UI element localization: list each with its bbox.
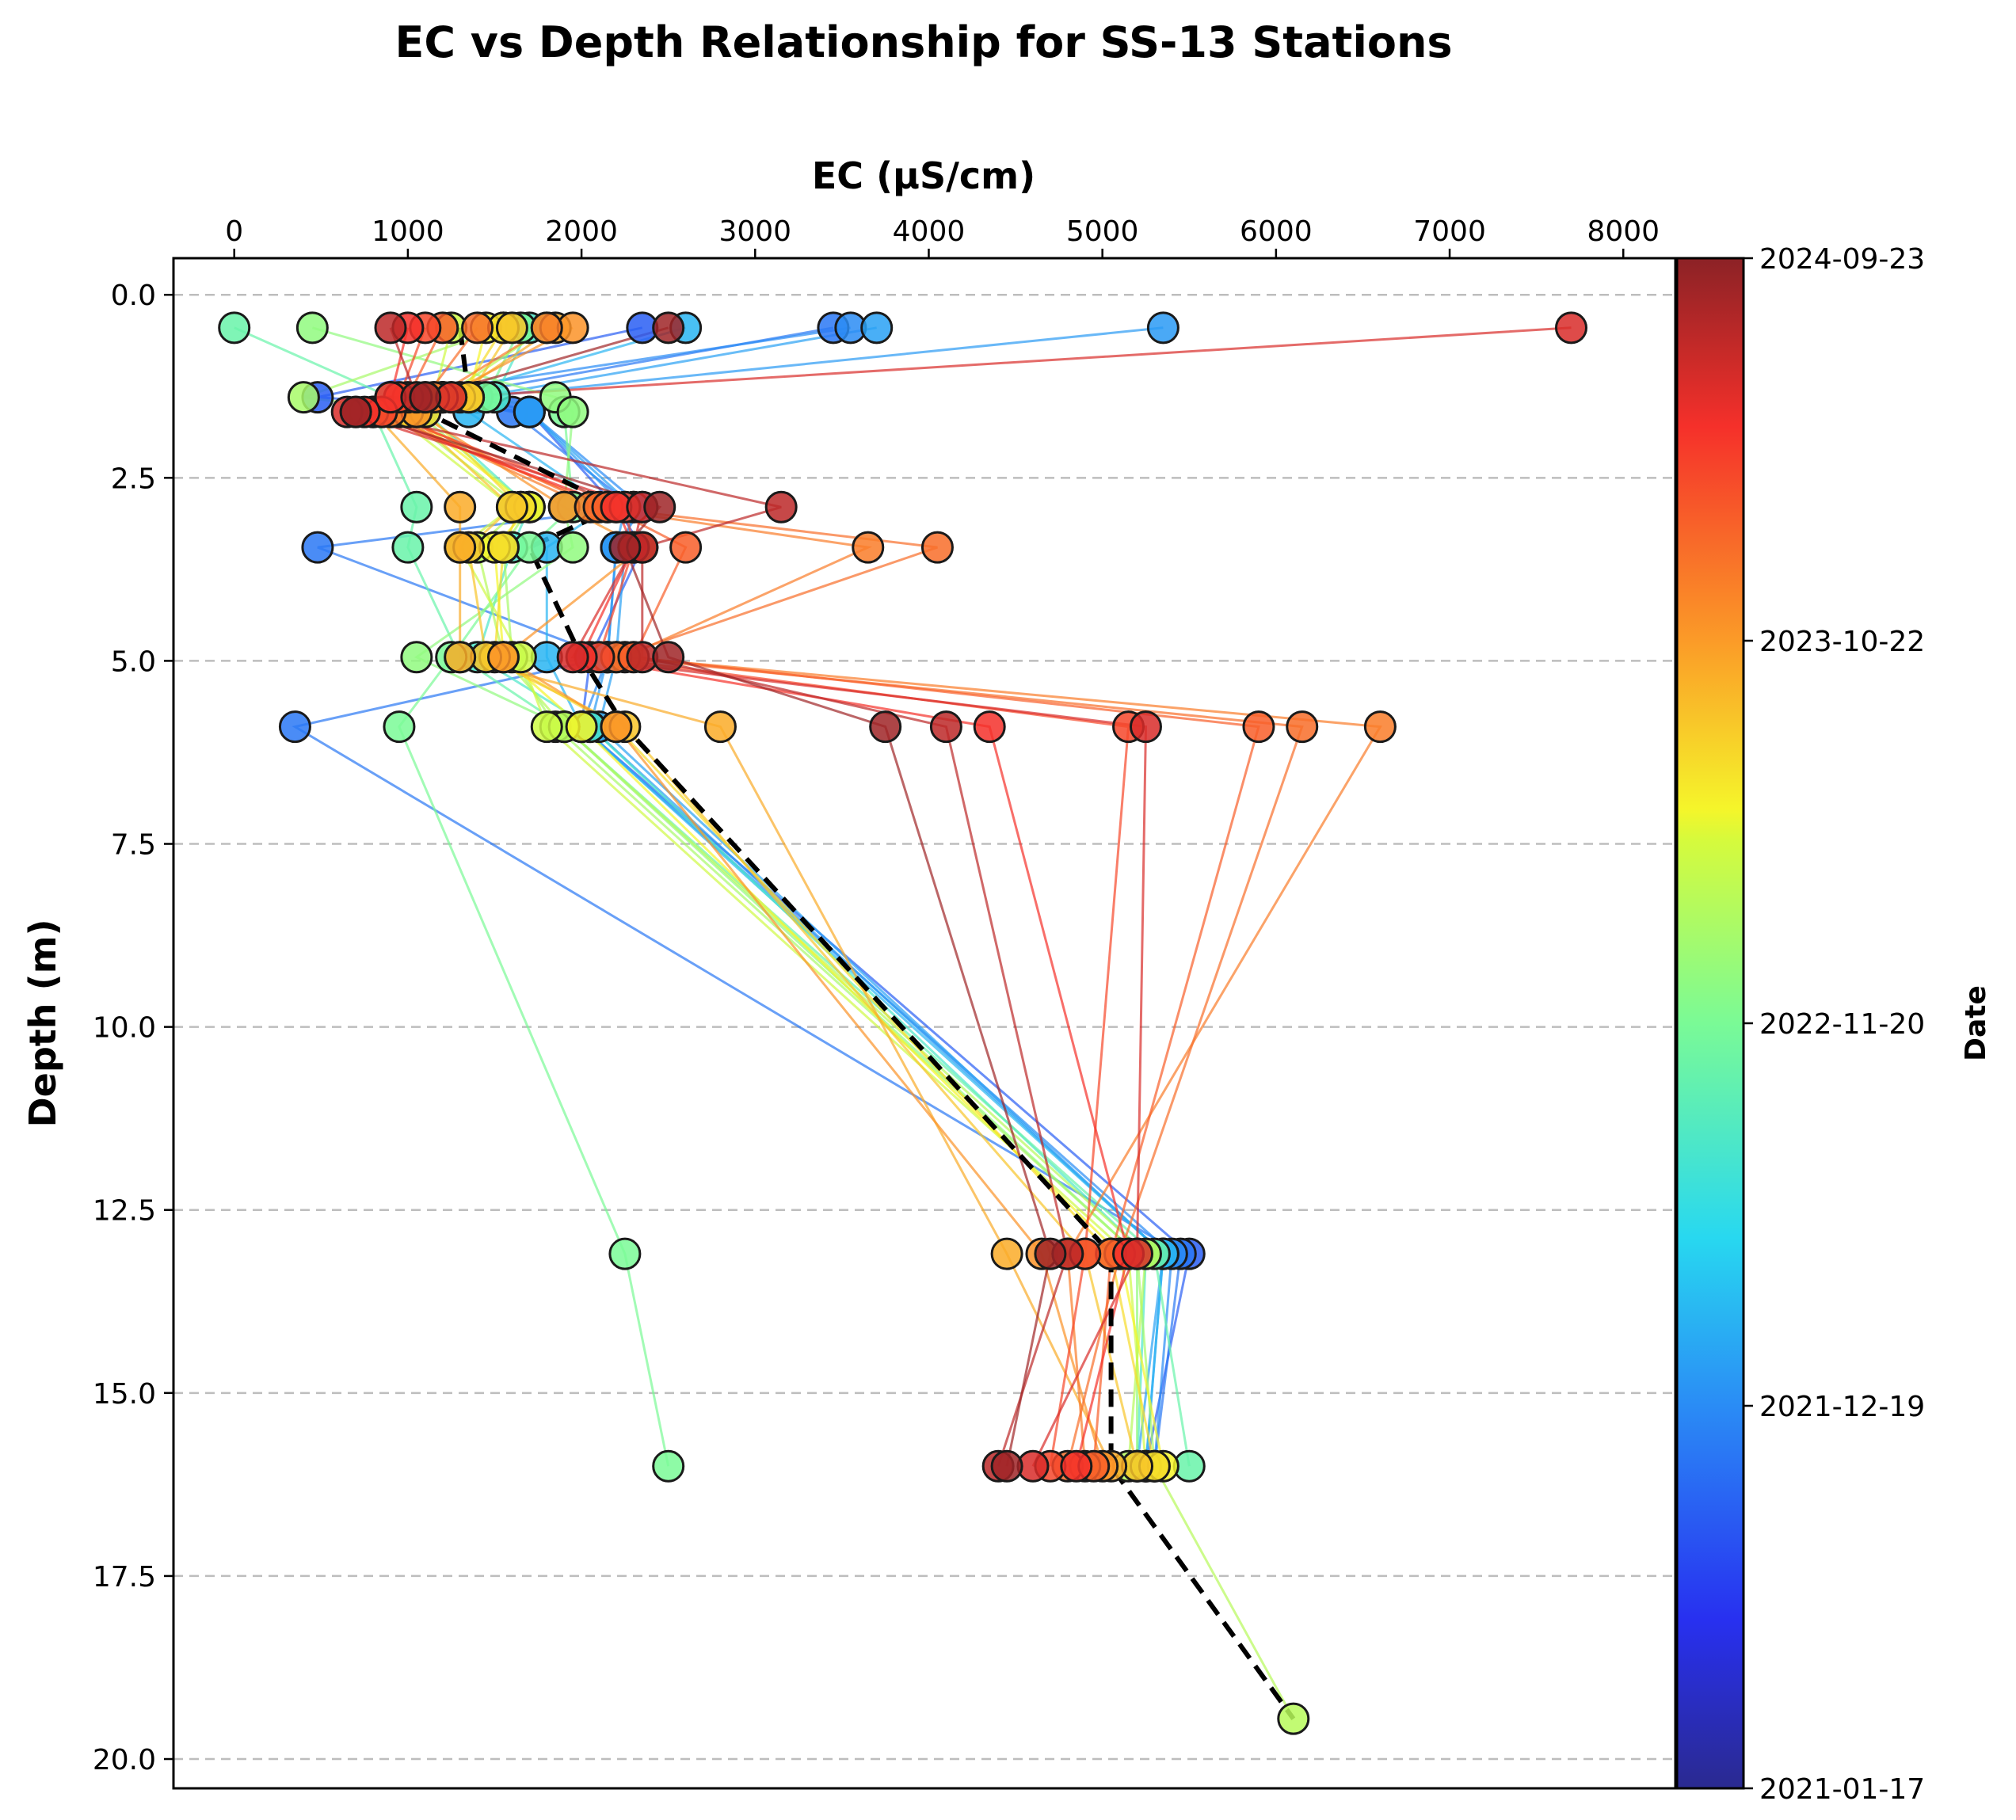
- data-point: [383, 710, 416, 744]
- gridlines: [173, 293, 1675, 1761]
- data-point: [860, 311, 894, 345]
- data-point: [400, 641, 433, 674]
- data-point: [530, 311, 563, 345]
- data-point: [920, 531, 954, 564]
- data-point: [1060, 1449, 1093, 1483]
- data-point: [444, 641, 477, 674]
- data-point: [1034, 1237, 1067, 1270]
- x-tick-label: 4000: [893, 215, 966, 248]
- data-point: [530, 710, 563, 744]
- x-tick-label: 8000: [1587, 215, 1660, 248]
- x-axis-label: EC (μS/cm): [812, 154, 1035, 197]
- y-tick-label: 20.0: [93, 1744, 156, 1776]
- data-point: [444, 531, 477, 564]
- data-point: [565, 710, 598, 744]
- y-tick-label: 10.0: [93, 1012, 156, 1045]
- y-tick-label: 15.0: [93, 1378, 156, 1411]
- data-layer: [218, 311, 1587, 1735]
- data-point: [608, 1237, 642, 1270]
- data-point: [339, 395, 372, 428]
- data-point: [556, 641, 589, 674]
- data-point: [643, 490, 676, 524]
- profile-line: [1153, 1465, 1295, 1719]
- data-point: [1286, 710, 1319, 744]
- colorbar-tick-label: 2023-10-22: [1759, 626, 1925, 658]
- x-tick-label: 3000: [718, 215, 791, 248]
- x-tick-label: 2000: [545, 215, 618, 248]
- data-point: [973, 710, 1006, 744]
- data-point: [400, 490, 433, 524]
- data-point: [486, 641, 520, 674]
- colorbar-tick-label: 2021-01-17: [1759, 1773, 1925, 1806]
- data-point: [495, 311, 528, 345]
- colorbar: [1675, 257, 1745, 1790]
- profile-line: [311, 326, 1138, 1467]
- data-point: [1242, 710, 1275, 744]
- y-tick-label: 5.0: [111, 645, 156, 678]
- x-tick-label: 5000: [1066, 215, 1139, 248]
- data-point: [1121, 1237, 1154, 1270]
- y-tick-label: 2.5: [111, 463, 156, 495]
- x-tick-label: 7000: [1413, 215, 1486, 248]
- data-point: [669, 531, 703, 564]
- data-point: [652, 311, 685, 345]
- data-point: [608, 531, 642, 564]
- profile-line: [234, 326, 1191, 1467]
- data-point: [764, 490, 798, 524]
- data-point: [556, 531, 589, 564]
- data-point: [287, 381, 320, 414]
- profile-lines: [234, 326, 1572, 1719]
- plot-frame: [172, 257, 1677, 1790]
- data-point: [1146, 311, 1179, 345]
- data-point: [1129, 710, 1162, 744]
- data-point: [513, 395, 546, 428]
- data-point: [461, 311, 494, 345]
- data-point: [374, 311, 407, 345]
- data-point: [703, 710, 737, 744]
- x-tick-label: 1000: [372, 215, 444, 248]
- data-point: [652, 1449, 685, 1483]
- colorbar-tick-label: 2021-12-19: [1759, 1391, 1925, 1423]
- colorbar-ticks: 2024-09-23 2023-10-22 2022-11-20 2021-12-19…: [1744, 243, 1925, 1806]
- data-point: [409, 381, 442, 414]
- data-point: [990, 1449, 1023, 1483]
- colorbar-tick-label: 2022-11-20: [1759, 1008, 1925, 1041]
- y-tick-label: 7.5: [111, 829, 156, 862]
- y-axis: 0.0 2.5 5.0 7.5 10.0 12.5 15.0 17.5 20.0: [93, 280, 173, 1776]
- data-point: [278, 710, 311, 744]
- data-point: [1277, 1702, 1310, 1735]
- chart-title: EC vs Depth Relationship for SS-13 Stati…: [394, 17, 1452, 67]
- y-tick-label: 12.5: [93, 1195, 156, 1228]
- x-tick-label: 0: [225, 215, 243, 248]
- data-point: [556, 395, 589, 428]
- data-point: [391, 531, 425, 564]
- data-point: [295, 311, 329, 345]
- y-tick-label: 0.0: [111, 280, 156, 312]
- data-point: [652, 641, 685, 674]
- colorbar-label: Date: [1960, 985, 1992, 1061]
- data-point: [929, 710, 962, 744]
- data-point: [444, 490, 477, 524]
- data-point: [1363, 710, 1397, 744]
- y-tick-label: 17.5: [93, 1561, 156, 1593]
- data-point: [301, 531, 334, 564]
- data-point: [869, 710, 902, 744]
- data-point: [990, 1237, 1023, 1270]
- data-points: [218, 311, 1587, 1735]
- x-tick-label: 6000: [1240, 215, 1313, 248]
- x-axis: 0 1000 2000 3000 4000 5000 6000 7000 8000: [225, 215, 1660, 258]
- data-point: [495, 490, 528, 524]
- colorbar-tick-label: 2024-09-23: [1759, 243, 1925, 276]
- data-point: [218, 311, 251, 345]
- data-point: [1554, 311, 1587, 345]
- data-point: [600, 710, 633, 744]
- data-point: [486, 531, 520, 564]
- data-point: [852, 531, 885, 564]
- y-axis-label: Depth (m): [21, 919, 64, 1127]
